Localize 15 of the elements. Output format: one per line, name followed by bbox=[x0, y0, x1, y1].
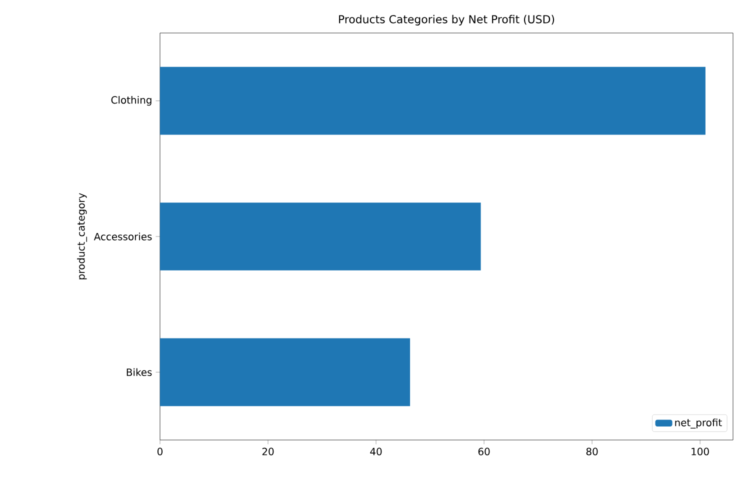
y-tick-label: Clothing bbox=[111, 96, 152, 106]
bar bbox=[160, 338, 410, 406]
x-tick-label: 20 bbox=[262, 448, 274, 456]
bar bbox=[160, 66, 706, 135]
chart-title: Products Categories by Net Profit (USD) bbox=[339, 14, 554, 26]
x-tick-label: 80 bbox=[586, 448, 598, 456]
y-axis-title: product_category bbox=[77, 193, 87, 280]
x-tick-label: 40 bbox=[370, 448, 382, 456]
x-tick-label: 0 bbox=[157, 448, 163, 456]
x-tick-label: 60 bbox=[478, 448, 490, 456]
legend-label: net_profit bbox=[675, 418, 722, 429]
y-tick-label: Accessories bbox=[94, 232, 152, 240]
bar bbox=[160, 202, 481, 270]
y-tick-label: Bikes bbox=[126, 368, 152, 376]
x-tick-label: 100 bbox=[692, 448, 709, 456]
